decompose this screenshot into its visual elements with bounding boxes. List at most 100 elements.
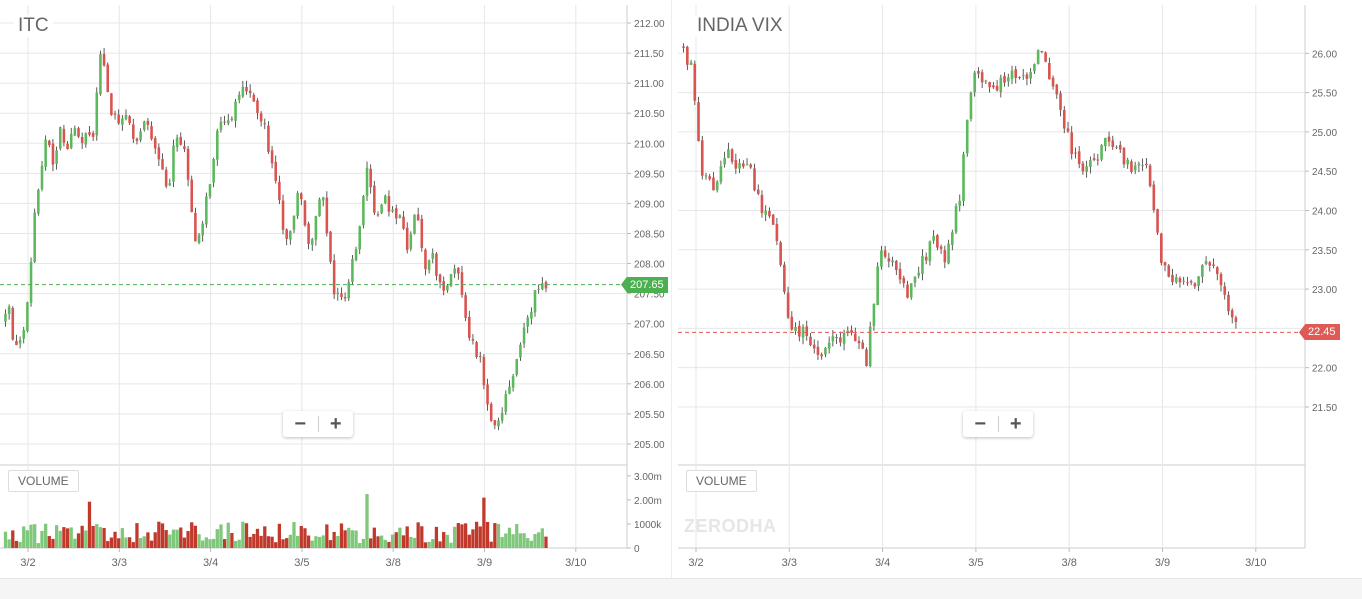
zoom-out-button[interactable]: −: [294, 413, 307, 435]
volume-bar: [515, 524, 519, 548]
candle-body: [194, 212, 197, 242]
candle-body: [1051, 77, 1055, 87]
zoom-in-button[interactable]: +: [329, 413, 342, 435]
volume-bar: [482, 497, 486, 548]
candle-body: [947, 243, 950, 264]
candle-body: [358, 226, 362, 250]
volume-bar: [449, 542, 453, 548]
candle-body: [921, 255, 924, 274]
volume-toggle-button[interactable]: VOLUME: [8, 470, 79, 492]
itc-chart-panel[interactable]: 212.00 211.50 211.00 210.50 210.00 209.50 209.…: [0, 0, 671, 578]
candle-body: [1201, 264, 1204, 277]
candle-body: [526, 317, 529, 327]
itc-chart-canvas[interactable]: 212.00 211.50 211.00 210.50 210.00 209.50 209.…: [0, 0, 671, 578]
india-vix-chart-canvas[interactable]: 26.0025.5025.0024.5024.0023.5023.0022.50…: [678, 0, 1362, 578]
volume-bar: [274, 542, 278, 548]
volume-bar: [343, 530, 347, 548]
x-tick-label: 3/10: [1245, 557, 1266, 569]
x-tick-label: 3/9: [1155, 557, 1170, 569]
candle-body: [489, 403, 493, 421]
volume-tick-label: 3.00m: [634, 472, 662, 483]
candle-body: [962, 154, 965, 201]
volume-bar: [117, 538, 121, 548]
candle-body: [343, 297, 347, 299]
last-price-pointer: [1299, 324, 1305, 341]
candle-body: [376, 214, 380, 216]
candle-body: [775, 223, 779, 242]
candle-body: [1163, 262, 1167, 266]
candle-body: [980, 72, 984, 83]
volume-bar: [314, 536, 318, 548]
x-tick-label: 3/4: [203, 557, 218, 569]
candle-body: [1152, 184, 1156, 211]
volume-bar: [146, 532, 150, 548]
volume-bar: [204, 537, 208, 548]
volume-bar: [467, 534, 471, 548]
candle-body: [69, 134, 73, 149]
volume-bar: [266, 536, 271, 548]
volume-bar: [54, 525, 59, 548]
candle-body: [29, 262, 33, 303]
candle-body: [438, 274, 442, 283]
candle-body: [183, 146, 186, 150]
volume-bar: [533, 534, 537, 548]
volume-bar: [350, 530, 355, 548]
candle-body: [500, 412, 504, 421]
candle-body: [321, 197, 325, 201]
volume-bar: [80, 525, 84, 548]
candle-body: [1077, 151, 1081, 165]
candle-body: [431, 253, 435, 259]
candle-body: [468, 316, 471, 339]
x-tick-label: 3/2: [20, 557, 35, 569]
volume-bar: [255, 528, 260, 548]
volume-toggle-button[interactable]: VOLUME: [686, 470, 757, 492]
volume-bar: [3, 531, 8, 548]
candle-body: [771, 214, 775, 225]
candle-body: [1204, 260, 1208, 265]
candle-body: [427, 260, 431, 271]
candle-body: [891, 260, 894, 263]
candle-body: [1014, 69, 1018, 78]
candle-body: [362, 196, 365, 226]
candle-body: [880, 250, 883, 267]
candle-body: [805, 326, 809, 337]
candle-body: [230, 118, 234, 120]
candle-body: [1171, 274, 1174, 283]
candle-body: [300, 193, 303, 200]
candle-body: [150, 126, 153, 140]
volume-bar: [215, 529, 219, 548]
candle-body: [303, 200, 307, 226]
volume-bar: [44, 523, 48, 548]
india-vix-chart-panel[interactable]: 26.0025.5025.0024.5024.0023.5023.0022.50…: [678, 0, 1362, 578]
volume-bar: [131, 542, 135, 548]
candle-body: [1092, 158, 1096, 160]
candle-body: [719, 166, 723, 183]
volume-bar: [168, 534, 172, 548]
volume-bar: [113, 531, 117, 548]
candle-body: [715, 181, 719, 191]
candle-body: [756, 189, 760, 194]
candle-body: [493, 420, 497, 426]
candle-body: [820, 354, 823, 357]
x-tick-label: 3/9: [477, 557, 492, 569]
x-tick-label: 3/8: [386, 557, 401, 569]
volume-bar: [496, 523, 501, 548]
volume-bar: [182, 537, 187, 548]
candle-body: [835, 337, 838, 339]
candle-body: [99, 54, 102, 95]
volume-bar: [47, 536, 51, 548]
volume-bar: [478, 526, 482, 548]
candle-body: [924, 256, 928, 261]
volume-bar: [171, 529, 176, 548]
candle-body: [1021, 75, 1025, 77]
candle-body: [325, 197, 329, 234]
y-tick-label: 25.50: [1312, 89, 1337, 100]
candle-body: [219, 121, 223, 130]
volume-bar: [332, 531, 336, 548]
candle-body: [1089, 159, 1092, 167]
zoom-in-button[interactable]: +: [1009, 413, 1022, 435]
zoom-out-button[interactable]: −: [974, 413, 987, 435]
candle-body: [965, 119, 969, 154]
candle-body: [175, 137, 179, 148]
volume-bar: [157, 521, 161, 548]
